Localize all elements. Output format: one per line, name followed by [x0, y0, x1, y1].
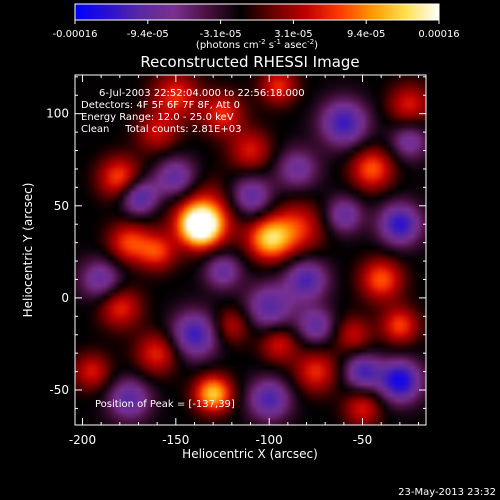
chart-title: Reconstructed RHESSI Image — [140, 53, 359, 71]
x-axis-ticks: -200 -150 -100 -50 — [69, 75, 420, 447]
y-tick-label-0: -50 — [49, 383, 69, 397]
x-axis-label: Heliocentric X (arcsec) — [182, 447, 318, 461]
x-tick-label-0: -200 — [69, 433, 96, 447]
colorbar-tick-label-1: -9.4e-05 — [127, 29, 169, 40]
y-axis-label: Heliocentric Y (arcsec) — [21, 183, 35, 318]
colorbar: -0.00016 -9.4e-05 -3.1e-05 3.1e-05 9.4e-… — [53, 3, 460, 51]
colorbar-tick-label-0: -0.00016 — [53, 29, 98, 40]
energy-range-text: Energy Range: 12.0 - 25.0 keV — [81, 112, 234, 123]
time-range-text: 6-Jul-2003 22:52:04.000 to 22:56:18.000 — [99, 88, 305, 99]
x-tick-label-1: -150 — [162, 433, 189, 447]
y-tick-label-2: 50 — [54, 199, 69, 213]
colorbar-tick-label-5: 0.00016 — [418, 29, 459, 40]
method-counts-text: Clean Total counts: 2.81E+03 — [81, 124, 241, 135]
footer-date: 23-May-2013 23:32 — [398, 487, 496, 498]
info-annotations: 6-Jul-2003 22:52:04.000 to 22:56:18.000 … — [81, 88, 305, 410]
colorbar-tick-label-4: 9.4e-05 — [347, 29, 385, 40]
colorbar-tick-label-3: 3.1e-05 — [274, 29, 312, 40]
colorbar-tick-label-2: -3.1e-05 — [200, 29, 242, 40]
x-tick-label-3: -50 — [353, 433, 373, 447]
heatmap-image — [75, 75, 426, 425]
y-tick-label-3: 100 — [46, 107, 69, 121]
detectors-text: Detectors: 4F 5F 6F 7F 8F, Att 0 — [81, 100, 240, 111]
x-tick-label-2: -100 — [256, 433, 283, 447]
peak-position-text: Position of Peak = [-137,39] — [95, 399, 235, 410]
colorbar-tick-marks — [74, 20, 440, 24]
colorbar-strip — [74, 3, 440, 21]
y-axis-ticks: -50 0 50 100 — [46, 76, 426, 409]
y-tick-label-1: 0 — [61, 291, 69, 305]
reconstructed-image — [75, 75, 426, 425]
colorbar-units-label: (photons cm-2 s-1 asec-2) — [196, 38, 318, 51]
